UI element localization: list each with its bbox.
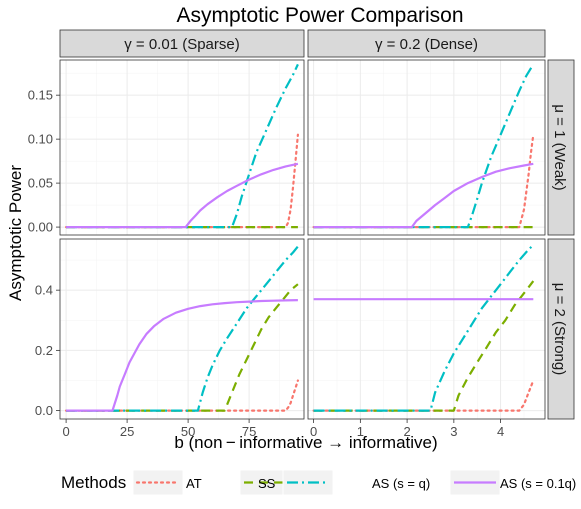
row-strip xyxy=(547,238,575,420)
series-line xyxy=(313,162,534,229)
series-line xyxy=(65,379,299,412)
column-strip xyxy=(307,29,546,58)
panel-border xyxy=(307,238,546,420)
y-tick-label: 0.10 xyxy=(28,132,53,147)
legend-entry-label: AS (s = q) xyxy=(372,476,430,491)
x-tick-label: 4 xyxy=(497,424,504,439)
x-tick-label: 1 xyxy=(357,424,364,439)
legend: Methods AT SS AS (s = q) AS (s = 0.1q) xyxy=(61,469,576,496)
y-tick-label: 0.4 xyxy=(35,283,53,298)
x-axis-label: b (non − informative → informative) xyxy=(174,433,437,452)
row-strip-label: μ = 2 (Strong) xyxy=(551,283,568,375)
y-tick-label: 0.05 xyxy=(28,176,53,191)
x-tick-label: 75 xyxy=(242,424,256,439)
gridlines xyxy=(60,60,545,419)
column-strip xyxy=(59,29,305,58)
series-line xyxy=(66,283,299,412)
x-tick-label: 50 xyxy=(181,424,195,439)
series-line xyxy=(313,280,535,412)
y-tick-label: 0.00 xyxy=(28,220,53,235)
facet-strips: γ = 0.01 (Sparse) γ = 0.2 (Dense) μ = 1 (W… xyxy=(59,29,575,420)
series-line xyxy=(66,245,299,412)
panel-frames xyxy=(59,59,546,420)
x-tick-label: 2 xyxy=(403,424,410,439)
series-lines xyxy=(65,63,535,412)
series-line xyxy=(66,299,298,412)
chart-title: Asymptotic Power Comparison xyxy=(176,4,463,27)
panel-background xyxy=(308,60,545,235)
legend-entry-label: AT xyxy=(186,476,202,491)
y-tick-label: 0.0 xyxy=(35,403,53,418)
axes: 0.00 0.05 0.10 0.15 0.0 0.2 0.4 0 25 50 75 0 1 2 3 4 xyxy=(28,88,505,439)
series-line xyxy=(313,63,535,229)
series-line xyxy=(66,162,299,229)
column-strip-label: γ = 0.01 (Sparse) xyxy=(124,36,239,53)
row-strip xyxy=(547,59,575,236)
legend-title: Methods xyxy=(61,473,126,492)
y-axis-label: Asymptotic Power xyxy=(6,165,25,301)
row-strip-label: μ = 1 (Weak) xyxy=(551,104,568,190)
panel-border xyxy=(59,59,305,236)
series-line xyxy=(312,379,535,412)
panel-background xyxy=(308,239,545,419)
x-tick-label: 25 xyxy=(120,424,134,439)
panel-border xyxy=(59,238,305,420)
legend-entry-label: SS xyxy=(258,476,276,491)
panel-border xyxy=(307,59,546,236)
y-tick-label: 0.2 xyxy=(35,343,53,358)
panel-background xyxy=(60,60,304,235)
chart-background xyxy=(60,60,545,419)
series-line xyxy=(312,133,535,229)
x-tick-label: 0 xyxy=(62,424,69,439)
x-tick-label: 3 xyxy=(450,424,457,439)
column-strip-label: γ = 0.2 (Dense) xyxy=(375,36,478,53)
titles: Asymptotic Power Comparison b (non − inf… xyxy=(6,4,464,452)
panel-background xyxy=(60,239,304,419)
x-tick-label: 0 xyxy=(310,424,317,439)
legend-entry-label: AS (s = 0.1q) xyxy=(500,476,576,491)
series-line xyxy=(66,63,299,229)
y-tick-label: 0.15 xyxy=(28,88,53,103)
